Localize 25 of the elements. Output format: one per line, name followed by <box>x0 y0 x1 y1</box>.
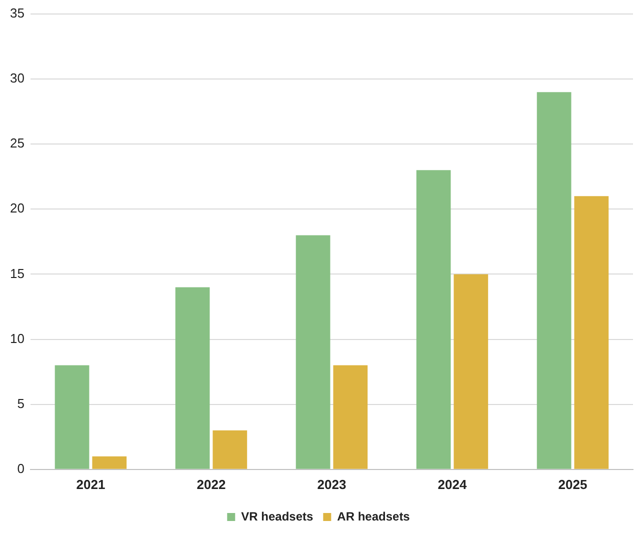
y-tick-label: 5 <box>17 396 24 411</box>
x-tick-label: 2025 <box>558 476 588 492</box>
bar <box>536 92 572 469</box>
bar <box>212 430 248 469</box>
y-tick-label: 0 <box>17 460 24 476</box>
y-tick-label: 25 <box>10 136 24 151</box>
bar <box>416 170 451 469</box>
y-tick-label: 15 <box>10 266 24 281</box>
y-tick-label: 35 <box>10 6 24 21</box>
legend-label: AR headsets <box>337 509 410 524</box>
x-tick-label: 2022 <box>196 476 226 492</box>
x-tick-label: 2024 <box>438 476 468 492</box>
y-tick-label: 30 <box>10 70 24 86</box>
y-tick-label: 10 <box>10 330 24 346</box>
bar <box>454 274 488 469</box>
bar <box>333 365 368 469</box>
legend-label: VR headsets <box>241 509 314 524</box>
bar <box>574 196 609 469</box>
y-tick-label: 20 <box>10 200 24 216</box>
bar <box>296 235 330 469</box>
x-tick-label: 2021 <box>76 476 106 492</box>
bar <box>92 456 127 469</box>
bar <box>175 287 210 469</box>
x-tick-label: 2023 <box>317 476 346 492</box>
bar <box>54 365 90 469</box>
